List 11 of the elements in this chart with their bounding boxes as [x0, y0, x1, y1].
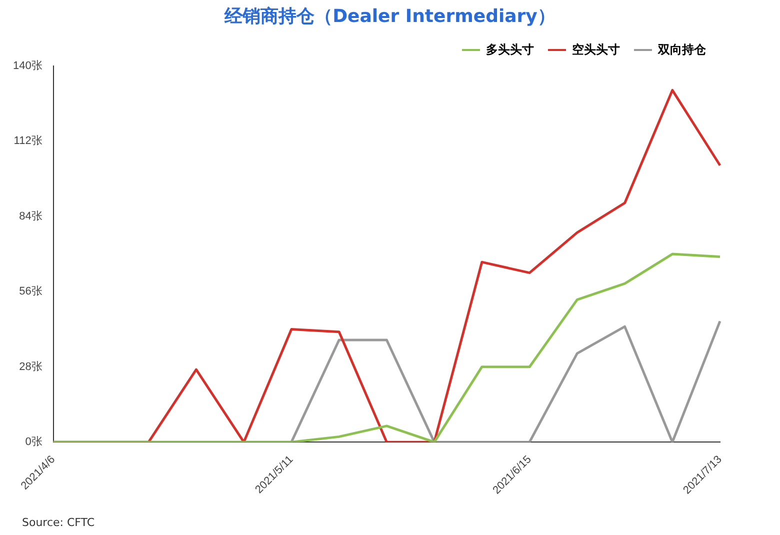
y-tick-label: 28张 [19, 360, 42, 373]
y-tick-label: 140张 [12, 59, 42, 72]
y-tick-label: 112张 [14, 134, 42, 148]
legend-label: 多头头寸 [486, 42, 534, 56]
legend-label: 双向持仓 [657, 42, 707, 56]
y-tick-label: 56张 [19, 284, 42, 298]
y-tick-label: 0张 [25, 435, 42, 448]
chart-title: 经销商持仓（Dealer Intermediary） [223, 5, 556, 28]
y-tick-label: 84张 [19, 209, 42, 222]
source-note: Source: CFTC [22, 516, 95, 529]
legend-label: 空头头寸 [572, 42, 620, 56]
